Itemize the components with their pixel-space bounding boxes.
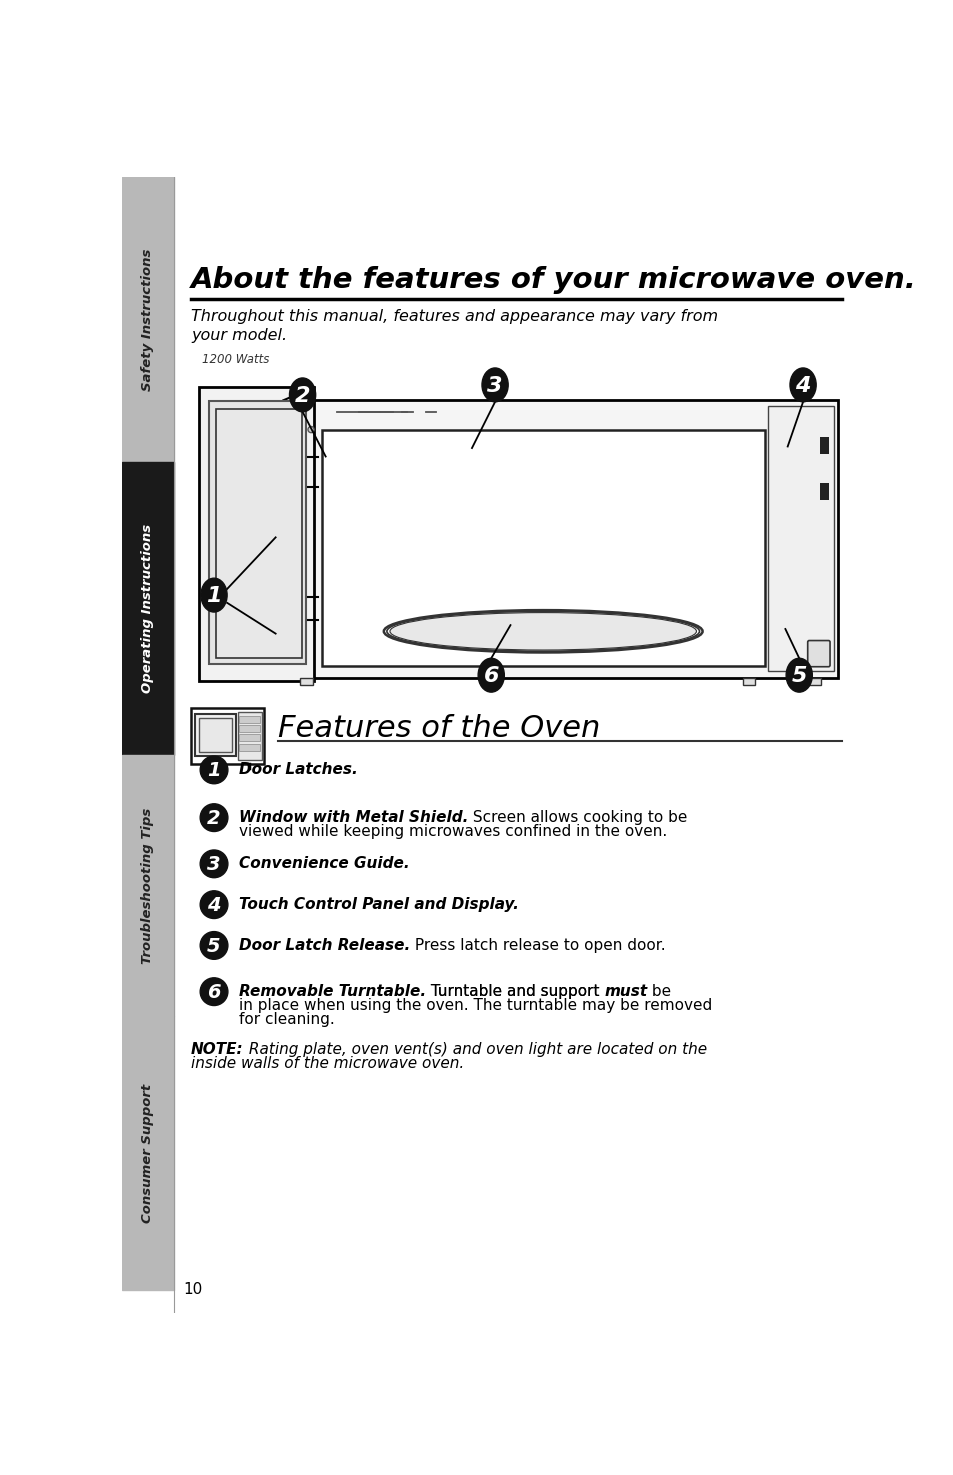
Text: Operating Instructions: Operating Instructions [141,524,154,693]
Text: 5: 5 [207,937,220,956]
Bar [121,177,173,462]
Bar [121,1016,173,1289]
Text: Throughout this manual, features and appearance may vary from: Throughout this manual, features and app… [191,310,718,324]
Text: 6: 6 [483,665,498,686]
Text: 1: 1 [207,761,220,780]
Bar [742,677,755,686]
Text: 2: 2 [207,808,220,827]
Bar [210,401,306,664]
Bar [237,712,261,760]
Text: 1: 1 [206,586,221,606]
Text: Turntable and support: Turntable and support [425,984,603,999]
Circle shape [200,978,228,1006]
Text: Window with Metal Shield.: Window with Metal Shield. [238,810,468,825]
Circle shape [200,891,228,919]
Bar [194,714,235,757]
Text: Removable Turntable.: Removable Turntable. [238,984,425,999]
Text: your model.: your model. [191,327,287,342]
Text: 4: 4 [795,376,810,395]
Bar [300,677,313,686]
Circle shape [200,932,228,959]
Text: Door Latch Release.: Door Latch Release. [238,938,410,953]
Circle shape [200,804,228,832]
Text: About the features of your microwave oven.: About the features of your microwave ove… [191,266,916,294]
Ellipse shape [289,378,315,412]
Ellipse shape [389,612,697,650]
Bar [807,677,820,686]
Text: be: be [647,984,671,999]
Ellipse shape [481,367,508,401]
Text: NOTE:: NOTE: [191,1043,243,1058]
FancyBboxPatch shape [807,640,829,667]
Circle shape [308,426,314,432]
Ellipse shape [201,578,227,612]
Bar [191,708,264,764]
Text: 3: 3 [487,376,502,395]
Bar [283,400,837,677]
Text: Door Latches.: Door Latches. [238,763,357,777]
Circle shape [200,850,228,878]
Bar [198,718,232,752]
Bar [239,735,260,742]
Bar [215,409,301,658]
Bar [239,743,260,751]
Text: for cleaning.: for cleaning. [238,1012,335,1027]
Text: 1200 Watts: 1200 Watts [202,353,270,366]
Bar [321,429,763,665]
Bar [121,462,173,755]
Text: 2: 2 [294,385,310,406]
Bar [121,755,173,1016]
Text: Press latch release to open door.: Press latch release to open door. [410,938,665,953]
Text: viewed while keeping microwaves confined in the oven.: viewed while keeping microwaves confined… [238,825,666,839]
Text: 10: 10 [183,1282,202,1298]
Text: Touch Control Panel and Display.: Touch Control Panel and Display. [238,897,518,912]
Bar [820,437,828,454]
Bar [239,726,260,732]
Text: 3: 3 [207,855,220,875]
Text: 5: 5 [791,665,806,686]
Ellipse shape [789,367,816,401]
Ellipse shape [477,658,504,692]
Text: 6: 6 [207,982,220,1002]
Text: Troubleshooting Tips: Troubleshooting Tips [141,807,154,963]
Text: Turntable and support: Turntable and support [425,984,603,999]
Bar [239,715,260,723]
Text: Rating plate, oven vent(s) and oven light are located on the: Rating plate, oven vent(s) and oven ligh… [243,1043,706,1058]
Text: 4: 4 [207,895,220,914]
Text: must: must [603,984,647,999]
Text: in place when using the oven. The turntable may be removed: in place when using the oven. The turnta… [238,997,711,1013]
Text: inside walls of the microwave oven.: inside walls of the microwave oven. [191,1056,464,1071]
Ellipse shape [785,658,811,692]
Text: Convenience Guide.: Convenience Guide. [238,855,409,872]
Text: Safety Instructions: Safety Instructions [141,248,154,391]
Circle shape [200,757,228,783]
Bar [198,388,314,681]
Bar [820,484,828,500]
Text: Consumer Support: Consumer Support [141,1083,154,1223]
Text: Screen allows cooking to be: Screen allows cooking to be [468,810,687,825]
Text: Features of the Oven: Features of the Oven [277,714,599,743]
Bar [767,407,833,671]
